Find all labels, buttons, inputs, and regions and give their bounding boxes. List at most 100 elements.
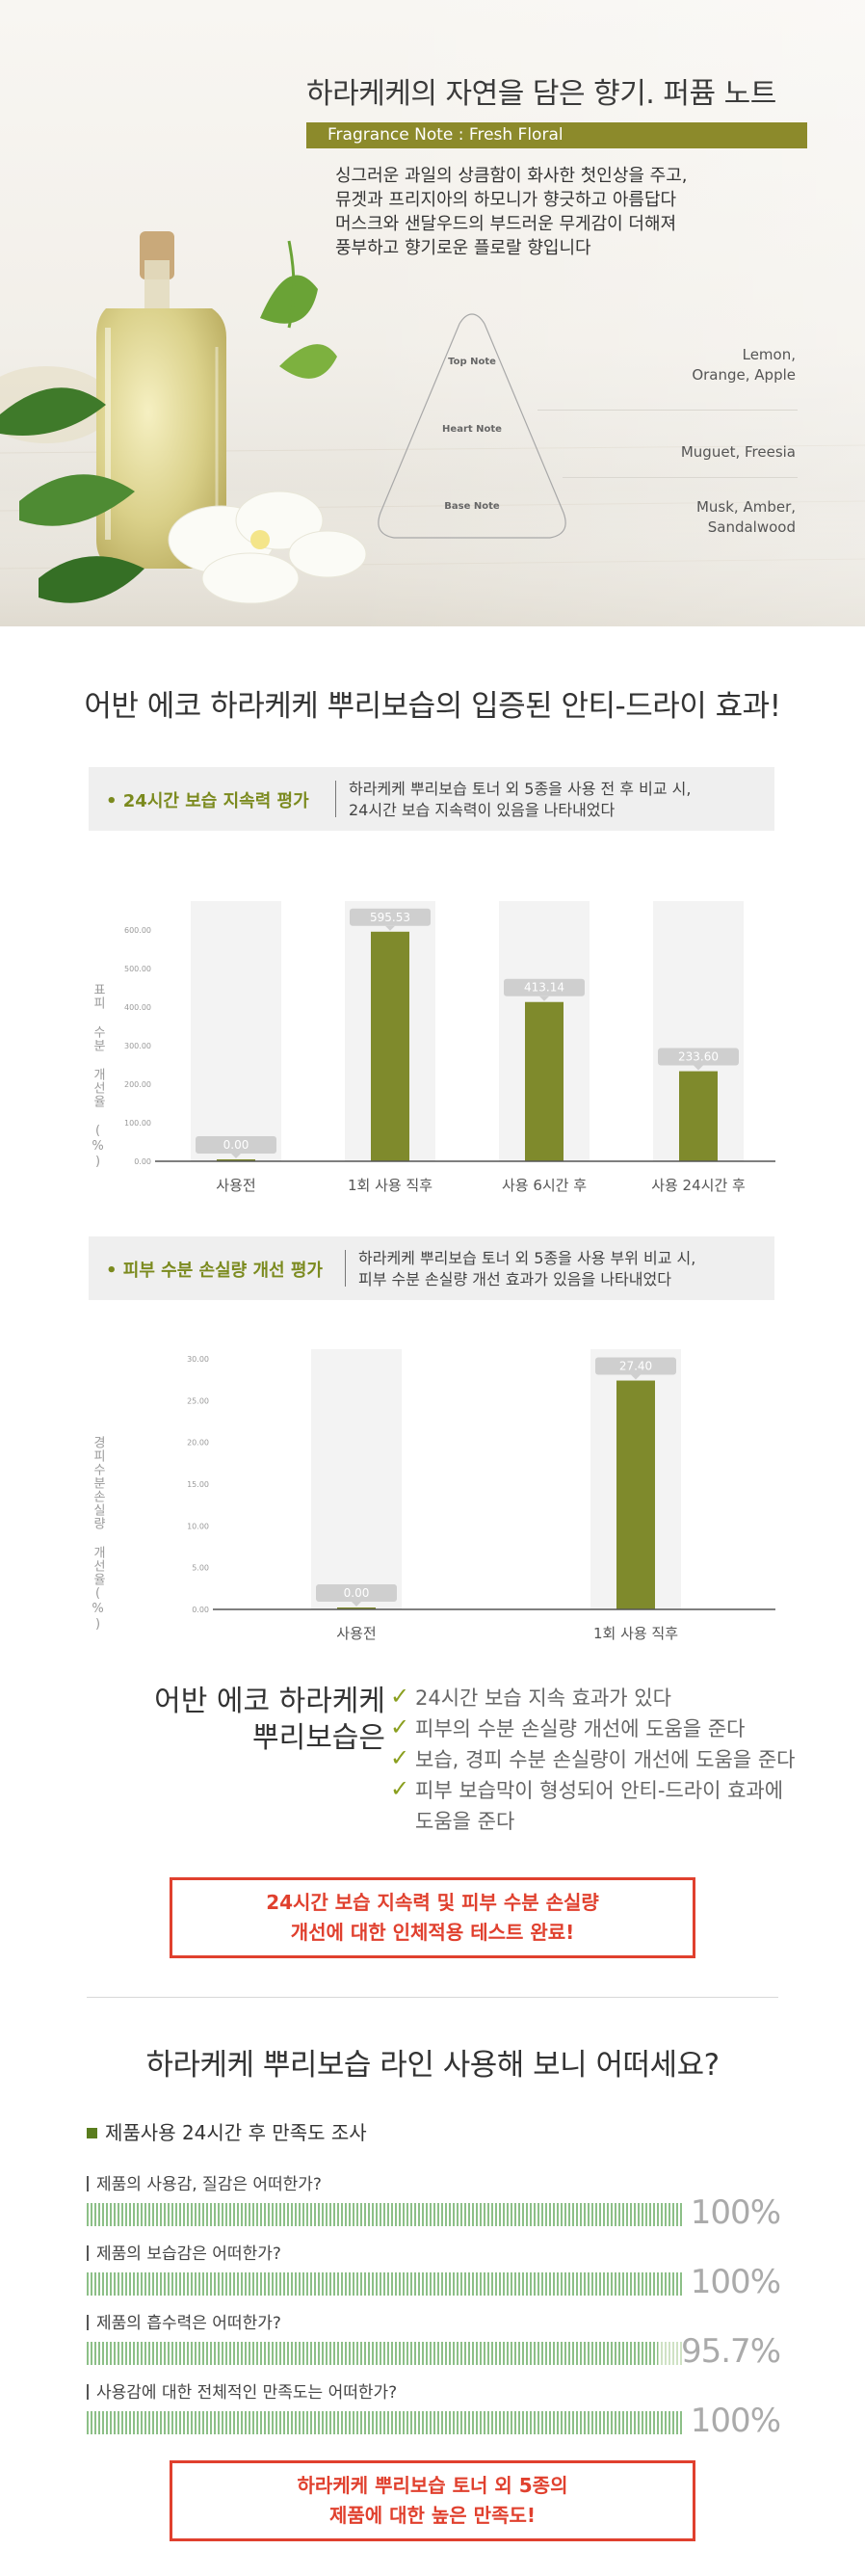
data-label-bubble: [316, 1584, 397, 1602]
heart-note-label: Heart Note: [442, 424, 502, 435]
ingredient-line: Musk, Amber,: [695, 498, 796, 516]
top-note-ingredients: Lemon, Orange, Apple: [692, 345, 796, 385]
bar: [679, 1071, 718, 1161]
bar-background: [653, 901, 744, 1161]
y-tick-label: 300.00: [124, 1042, 151, 1050]
section-divider: [87, 1997, 778, 1998]
data-label: 413.14: [524, 981, 564, 995]
eval-separator: [335, 781, 336, 817]
ingredient-line: Lemon,: [742, 346, 796, 363]
summary-heading-line: 어반 에코 하라케케: [154, 1685, 385, 1718]
eval-title: • 피부 수분 손실량 개선 평가: [106, 1261, 323, 1281]
eval-box-moisture: • 24시간 보습 지속력 평가 하라케케 뿌리보습 토너 외 5종을 사용 전…: [89, 767, 774, 831]
y-tick-label: 0.00: [134, 1157, 151, 1166]
hero-illustration: [0, 0, 865, 626]
benefit-text: 피부 보습막이 형성되어 안티-드라이 효과에: [415, 1779, 784, 1802]
data-label: 0.00: [223, 1138, 249, 1152]
progress-track: [87, 2342, 684, 2365]
eval-separator: [345, 1250, 346, 1287]
benefit-text: 피부의 수분 손실량 개선에 도움을 준다: [415, 1717, 746, 1740]
hero-section: 하라케케의 자연을 담은 향기. 퍼퓸 노트 Fragrance Note : …: [0, 0, 865, 626]
eval-desc-line: 하라케케 뿌리보습 토너 외 5종을 사용 부위 비교 시,: [358, 1249, 696, 1267]
x-tick-label: 사용 6시간 후: [502, 1177, 587, 1194]
description-line: 뮤겟과 프리지아의 하모니가 향긋하고 아름답다: [335, 190, 677, 210]
ingredient-line: Orange, Apple: [692, 366, 796, 384]
percent-label: 100%: [690, 2402, 781, 2440]
y-tick-label: 500.00: [124, 965, 151, 973]
benefit-item: ✓ 24시간 보습 지속 효과가 있다: [390, 1683, 804, 1713]
benefit-text: 24시간 보습 지속 효과가 있다: [415, 1686, 671, 1710]
bar-background: [345, 901, 435, 1161]
base-note-ingredients: Musk, Amber, Sandalwood: [696, 497, 796, 538]
y-tick-label: 15.00: [187, 1480, 209, 1489]
bar-background: [191, 901, 281, 1161]
eval-title: • 24시간 보습 지속력 평가: [106, 791, 309, 811]
summary-heading-line: 뿌리보습은: [252, 1721, 385, 1755]
y-tick-label: 100.00: [124, 1119, 151, 1128]
description-line: 싱그러운 과일의 상큼함이 화사한 첫인상을 주고,: [335, 166, 688, 186]
data-label-pointer: [231, 1154, 241, 1158]
data-label: 27.40: [619, 1360, 652, 1373]
eval-desc-line: 피부 수분 손실량 개선 효과가 있음을 나타내었다: [358, 1270, 671, 1288]
data-label-bubble: [504, 978, 585, 996]
top-note-label: Top Note: [448, 357, 496, 367]
hero-title: 하라케케의 자연을 담은 향기. 퍼퓸 노트: [306, 77, 776, 111]
data-label-pointer: [694, 1065, 703, 1071]
data-label-pointer: [385, 925, 395, 931]
y-tick-label: 20.00: [187, 1439, 209, 1447]
progress-fill: [87, 2272, 684, 2296]
progress-fill: [87, 2411, 684, 2434]
tier-divider: [537, 410, 798, 411]
progress-track: [87, 2411, 684, 2434]
progress-fill: [87, 2203, 684, 2226]
y-tick-label: 0.00: [192, 1606, 209, 1614]
section-title: 하라케케 뿌리보습 라인 사용해 보니 어떠세요?: [145, 2048, 720, 2083]
check-icon: ✓: [390, 1775, 410, 1802]
data-label-bubble: [350, 908, 431, 926]
question-text: 제품의 보습감은 어떠한가?: [87, 2240, 281, 2264]
description-line: 풍부하고 향기로운 플로랄 향입니다: [335, 238, 591, 258]
chart2-ylabel: 경피수분손실량 개선율(%): [91, 1436, 105, 1633]
eval-desc-line: 24시간 보습 지속력이 있음을 나타내었다: [349, 801, 616, 819]
benefit-item: ✓ 보습, 경피 수분 손실량이 개선에 도움을 준다: [390, 1744, 804, 1775]
survey-question-row: 제품의 보습감은 어떠한가? 100%: [87, 2240, 781, 2301]
bar: [217, 1159, 255, 1161]
percent-label: 95.7%: [680, 2332, 781, 2371]
banner-line: 하라케케 뿌리보습 토너 외 5종의: [297, 2474, 568, 2497]
progress-fill: [87, 2342, 659, 2365]
y-tick-label: 30.00: [187, 1355, 209, 1364]
x-tick-label: 1회 사용 직후: [593, 1625, 678, 1642]
data-label-bubble: [658, 1048, 739, 1066]
data-label-bubble: [196, 1136, 276, 1154]
bar-background: [499, 901, 590, 1161]
eval-description: 하라케케 뿌리보습 토너 외 5종을 사용 부위 비교 시, 피부 수분 손실량…: [358, 1248, 695, 1290]
banner-line: 제품에 대한 높은 만족도!: [328, 2504, 536, 2527]
bar-background: [590, 1349, 681, 1609]
data-label-pointer: [539, 996, 549, 1001]
description-line: 머스크와 샌달우드의 부드러운 무게감이 더해져: [335, 214, 677, 234]
benefit-item: ✓ 피부의 수분 손실량 개선에 도움을 준다: [390, 1713, 804, 1744]
survey-question-row: 제품의 사용감, 질감은 어떠한가? 100%: [87, 2170, 781, 2232]
heart-note-ingredients: Muguet, Freesia: [681, 442, 796, 463]
benefit-list: ✓ 24시간 보습 지속 효과가 있다 ✓ 피부의 수분 손실량 개선에 도움을…: [390, 1683, 804, 1837]
data-label-bubble: [595, 1357, 676, 1375]
fragrance-description: 싱그러운 과일의 상큼함이 화사한 첫인상을 주고, 뮤겟과 프리지아의 하모니…: [335, 164, 788, 260]
summary-heading: 어반 에코 하라케케 뿌리보습은: [87, 1684, 385, 1757]
survey-question-row: 제품의 흡수력은 어떠한가? 95.7%: [87, 2309, 781, 2371]
x-tick-label: 사용 24시간 후: [651, 1177, 746, 1194]
check-icon: ✓: [390, 1744, 410, 1771]
bar: [337, 1607, 376, 1609]
survey-heading: 제품사용 24시간 후 만족도 조사: [87, 2117, 367, 2145]
x-tick-label: 사용전: [336, 1625, 376, 1642]
question-text: 제품의 사용감, 질감은 어떠한가?: [87, 2170, 322, 2194]
data-label-pointer: [352, 1602, 361, 1607]
leaves: [0, 240, 337, 603]
question-text: 사용감에 대한 전체적인 만족도는 어떠한가?: [87, 2378, 397, 2403]
benefit-text: 보습, 경피 수분 손실량이 개선에 도움을 준다: [415, 1748, 796, 1771]
question-text: 제품의 흡수력은 어떠한가?: [87, 2309, 281, 2333]
tier-divider: [563, 477, 798, 478]
banner-line: 24시간 보습 지속력 및 피부 수분 손실량: [266, 1891, 599, 1914]
percent-label: 100%: [690, 2263, 781, 2301]
bar-background: [311, 1349, 402, 1609]
check-icon: ✓: [390, 1713, 410, 1740]
